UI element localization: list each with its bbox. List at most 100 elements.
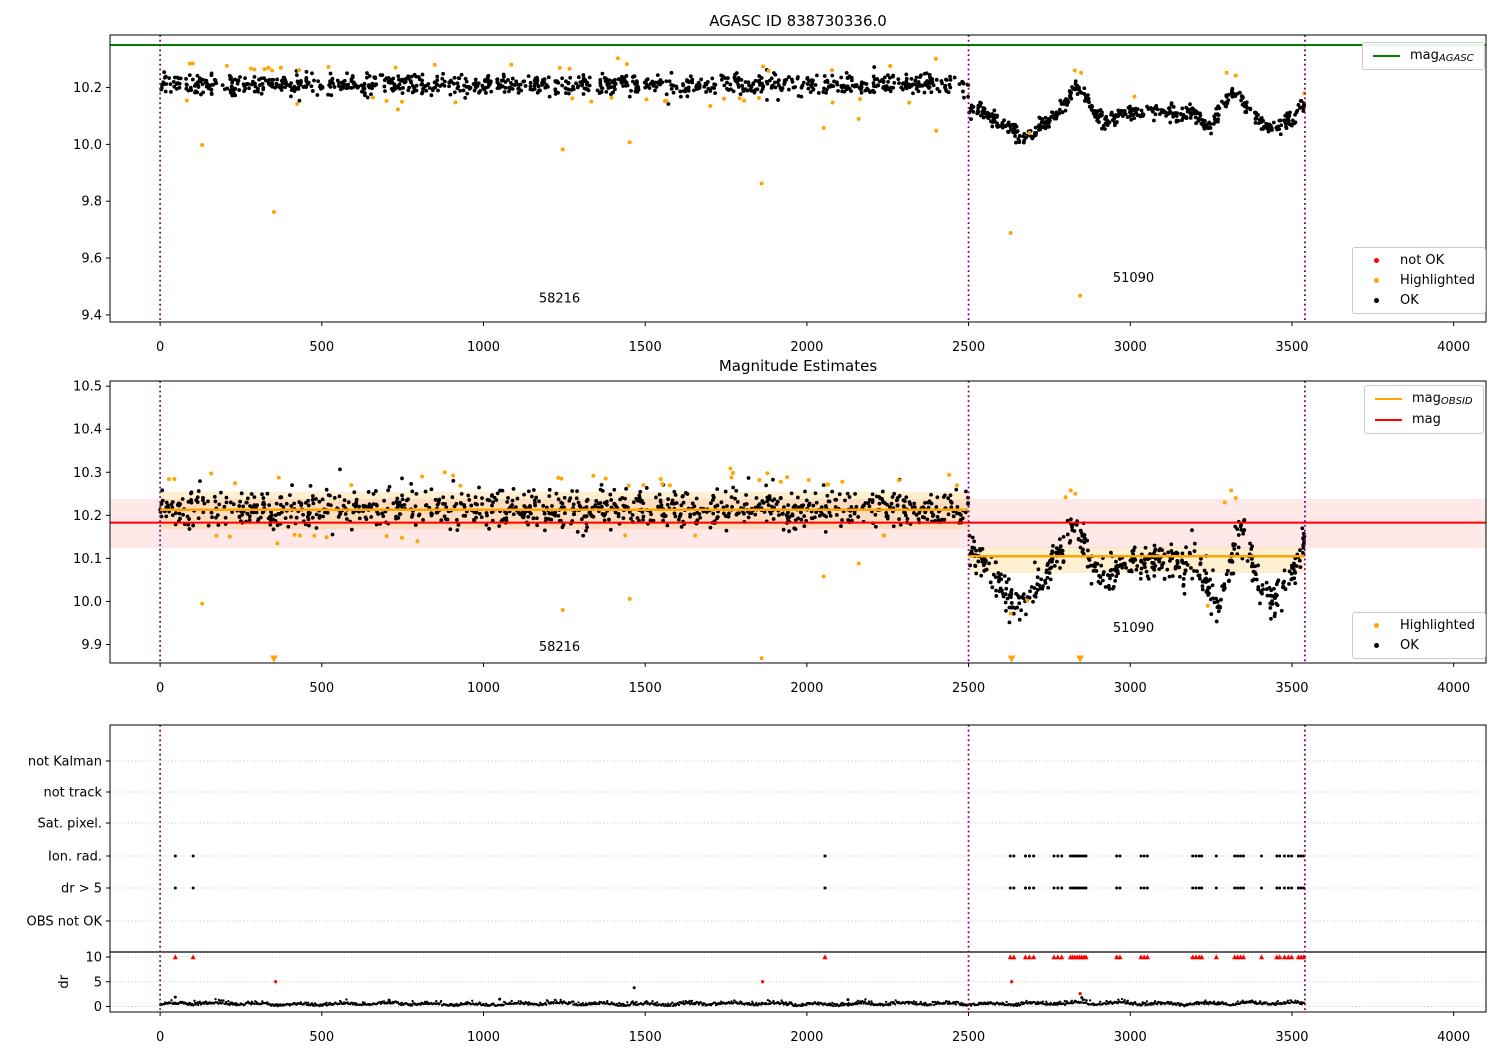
- dr-trace-point: [732, 1001, 735, 1005]
- dr-trace-point: [1036, 1000, 1039, 1004]
- ok-point: [546, 75, 551, 80]
- dr-trace-point: [748, 1001, 751, 1005]
- flag-point: [1118, 886, 1122, 890]
- highlighted-point: [821, 125, 826, 130]
- legend-entry-mag: mag: [1375, 412, 1473, 428]
- ok-point: [362, 90, 367, 95]
- ok-point: [1182, 591, 1187, 596]
- ok-point: [1085, 564, 1090, 569]
- highlighted-point: [560, 608, 565, 613]
- ok-point: [1070, 85, 1074, 89]
- ok-point: [849, 89, 853, 94]
- ok-point: [1157, 567, 1162, 572]
- highlighted-point: [840, 479, 845, 484]
- dr-trace-point: [169, 1001, 172, 1005]
- ok-point: [1085, 538, 1090, 543]
- dr-trace-point: [266, 1001, 269, 1004]
- ok-point: [630, 75, 635, 79]
- ok-point: [228, 500, 233, 505]
- ok-point: [1096, 579, 1101, 584]
- ok-point: [974, 571, 979, 576]
- ok-point: [1273, 596, 1277, 601]
- highlighted-marker-swatch: [1374, 623, 1379, 628]
- flag-point: [1075, 854, 1079, 858]
- dr-trace-point: [868, 1001, 871, 1005]
- ok-point: [1113, 578, 1118, 583]
- ok-point: [212, 494, 217, 499]
- x-axis: 0 500 1000 1500 2000 2500 3000 3500 4000: [156, 1012, 1470, 1045]
- ok-point: [1298, 99, 1303, 103]
- ok-point: [320, 497, 325, 502]
- obsid-label: 51090: [1113, 271, 1154, 286]
- dr-trace-point: [772, 999, 775, 1003]
- ok-point: [503, 510, 507, 514]
- dr-trace-point: [1083, 998, 1086, 1001]
- ok-point: [736, 76, 741, 80]
- highlighted-point: [730, 470, 735, 475]
- flag-point: [1290, 886, 1294, 890]
- ok-point: [805, 82, 810, 86]
- dr-trace-point: [361, 1001, 365, 1004]
- ok-point: [355, 85, 360, 90]
- ok-point: [1128, 558, 1133, 563]
- ok-point: [1182, 571, 1187, 576]
- ok-point: [396, 74, 401, 79]
- dr-trace-point: [1178, 1004, 1182, 1007]
- ok-point: [622, 80, 627, 85]
- ok-point: [928, 77, 933, 82]
- dr-trace-point: [864, 998, 867, 1001]
- ok-point: [516, 86, 521, 91]
- ok-point: [877, 501, 882, 506]
- ok-point: [579, 80, 584, 85]
- x-tick-label: 4000: [1437, 681, 1470, 696]
- dr-trace-point: [221, 1001, 224, 1004]
- ok-point: [1114, 120, 1119, 125]
- dr-trace-point: [1120, 997, 1124, 1001]
- flag-point: [1078, 854, 1082, 858]
- ok-point: [674, 84, 679, 89]
- ok-point: [261, 85, 266, 90]
- ok-point: [502, 90, 507, 94]
- highlighted-point: [1233, 73, 1238, 78]
- dr-trace-point: [1145, 1000, 1149, 1003]
- dr-trace-point: [751, 1002, 755, 1005]
- ok-point: [262, 76, 267, 81]
- highlighted-point: [1079, 70, 1084, 75]
- ok-point: [1140, 114, 1145, 118]
- ok-point: [885, 502, 890, 507]
- dr-trace-point: [755, 1001, 758, 1005]
- ok-point: [1127, 110, 1132, 115]
- ok-point: [349, 85, 354, 90]
- ok-point: [683, 89, 688, 94]
- axes-frame: [109, 34, 1487, 323]
- dr-clipped-marker: [1213, 954, 1219, 960]
- ok-point: [568, 496, 573, 501]
- dr-trace-point: [655, 1004, 658, 1007]
- ok-point: [1292, 576, 1297, 581]
- x-tick-label: 2000: [790, 681, 823, 696]
- ok-point: [765, 499, 770, 504]
- ok-point: [599, 482, 604, 487]
- ok-point: [946, 512, 951, 517]
- ok-point: [685, 94, 690, 99]
- ok-point: [311, 501, 316, 506]
- ok-point: [515, 496, 520, 501]
- ok-point: [757, 78, 762, 83]
- flag-point: [1283, 886, 1287, 890]
- ok-point: [753, 512, 758, 517]
- ok-point: [317, 499, 322, 504]
- ok-point: [452, 504, 457, 509]
- x-axis: 0 500 1000 1500 2000 2500 3000 3500 4000: [156, 322, 1470, 355]
- ok-point: [1298, 548, 1302, 553]
- ok-point: [698, 515, 703, 520]
- ok-point: [1293, 120, 1298, 125]
- ok-point: [1170, 574, 1175, 578]
- ok-point: [1288, 110, 1292, 115]
- ok-point: [452, 90, 457, 95]
- ok-point: [1167, 574, 1172, 579]
- highlighted-point: [1027, 131, 1032, 136]
- ok-point: [187, 73, 192, 77]
- ok-point: [526, 515, 531, 519]
- ok-point: [414, 83, 419, 88]
- ok-point: [274, 81, 279, 86]
